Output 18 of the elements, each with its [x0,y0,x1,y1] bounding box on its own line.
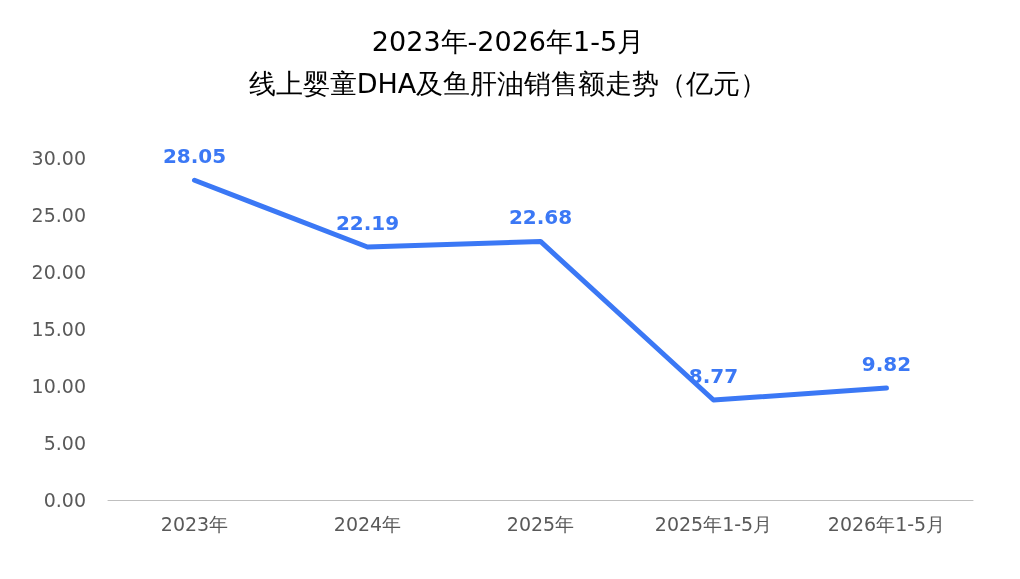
y-tick-label: 15.00 [31,318,86,340]
data-label: 9.82 [861,352,912,377]
x-tick-label: 2026年1-5月 [827,512,946,535]
y-tick-label: 5.00 [43,432,86,454]
chart-subtitle: 线上婴童DHA及鱼肝油销售额走势（亿元） [248,67,768,99]
data-label: 22.68 [508,205,573,230]
x-tick-label: 2023年 [160,512,229,535]
y-tick-label: 25.00 [31,204,86,226]
x-tick-label: 2025年 [506,512,575,535]
x-tick-label: 2024年 [333,512,402,535]
y-tick-label: 10.00 [31,375,86,397]
data-label: 28.05 [162,144,227,169]
y-tick-label: 0.00 [43,489,86,511]
chart-title: 2023年-2026年1-5月 [371,25,645,57]
y-tick-label: 20.00 [31,261,86,283]
y-tick-label: 30.00 [31,147,86,169]
x-tick-label: 2025年1-5月 [654,512,773,535]
data-label: 22.19 [335,211,400,236]
